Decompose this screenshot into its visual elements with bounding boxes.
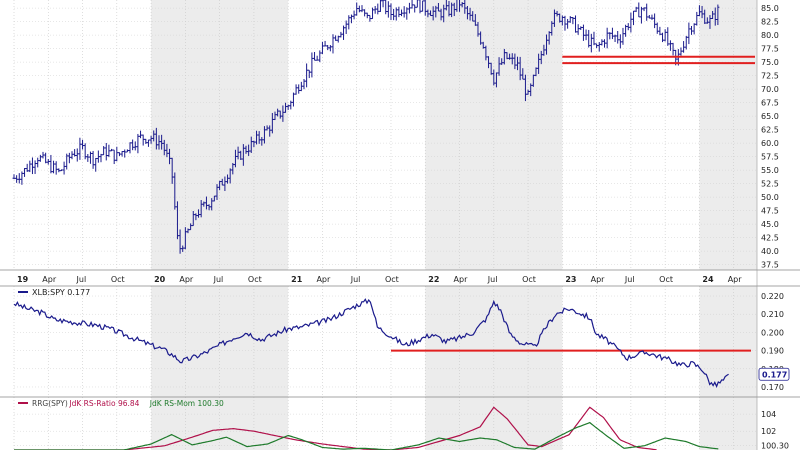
rs-current-value-badge: [758, 367, 790, 381]
rrg-legend-label: RRG(SPY): [32, 399, 68, 408]
price-tick-label: 85.0: [761, 4, 779, 13]
x-tick-month-label: Apr: [179, 275, 194, 284]
price-tick-label: 52.5: [761, 180, 779, 189]
x-tick-month-label: Jul: [487, 275, 498, 284]
price-tick-label: 72.5: [761, 72, 779, 81]
rs-tick-label: 0.210: [761, 310, 784, 319]
rs-tick-label: 0.190: [761, 347, 784, 356]
rs-tick-label: 0.200: [761, 328, 784, 337]
rs-current-value-label: 0.177: [762, 370, 787, 379]
price-tick-label: 70.0: [761, 85, 779, 94]
rrg-tick-label: 104: [761, 410, 776, 419]
price-tick-label: 45.0: [761, 220, 779, 229]
price-tick-label: 77.5: [761, 45, 779, 54]
price-tick-label: 40.0: [761, 247, 779, 256]
rs-legend-label: XLB:SPY 0.177: [32, 288, 90, 297]
price-tick-label: 80.0: [761, 31, 779, 40]
rrg-tick-label: 102: [761, 427, 776, 436]
price-tick-label: 67.5: [761, 99, 779, 108]
x-tick-year-label: 21: [291, 275, 303, 284]
x-tick-month-label: Apr: [42, 275, 57, 284]
x-tick-month-label: Apr: [728, 275, 743, 284]
x-tick-year-label: 22: [428, 275, 439, 284]
x-tick-month-label: Oct: [659, 275, 673, 284]
x-tick-month-label: Oct: [522, 275, 536, 284]
price-tick-label: 57.5: [761, 153, 779, 162]
x-tick-month-label: Oct: [385, 275, 399, 284]
x-tick-month-label: Apr: [591, 275, 606, 284]
x-tick-month-label: Oct: [111, 275, 125, 284]
rrg-momentum-line: [14, 421, 719, 451]
x-tick-month-label: Apr: [454, 275, 469, 284]
rs-tick-label: 0.170: [761, 383, 784, 392]
ohlc-series: [12, 0, 720, 254]
price-tick-label: 65.0: [761, 112, 779, 121]
rrg-legend-label: JdK RS-Ratio 96.84: [68, 399, 139, 408]
x-tick-year-label: 24: [702, 275, 714, 284]
price-tick-label: 42.5: [761, 234, 779, 243]
x-tick-year-label: 20: [154, 275, 166, 284]
year-band: [699, 286, 757, 397]
price-tick-label: 47.5: [761, 207, 779, 216]
year-band: [151, 397, 289, 450]
year-band: [699, 397, 757, 450]
price-tick-label: 62.5: [761, 126, 779, 135]
x-tick-month-label: Oct: [248, 275, 262, 284]
price-tick-label: 82.5: [761, 18, 779, 27]
price-tick-label: 75.0: [761, 58, 779, 67]
year-band: [151, 286, 289, 397]
x-tick-month-label: Jul: [624, 275, 635, 284]
price-tick-label: 50.0: [761, 193, 779, 202]
x-tick-month-label: Jul: [350, 275, 361, 284]
x-tick-month-label: Jul: [213, 275, 224, 284]
price-tick-label: 37.5: [761, 261, 779, 270]
year-band: [425, 397, 563, 450]
x-tick-year-label: 19: [17, 275, 29, 284]
price-tick-label: 55.0: [761, 166, 779, 175]
year-band: [699, 0, 757, 270]
rrg-tick-label: 100.30: [761, 442, 789, 450]
x-tick-year-label: 23: [565, 275, 576, 284]
x-tick-month-label: Jul: [76, 275, 87, 284]
rs-tick-label: 0.220: [761, 292, 784, 301]
price-tick-label: 60.0: [761, 139, 779, 148]
rrg-legend-label: JdK RS-Mom 100.30: [149, 399, 224, 408]
x-tick-month-label: Apr: [316, 275, 331, 284]
rs-line: [13, 298, 729, 388]
